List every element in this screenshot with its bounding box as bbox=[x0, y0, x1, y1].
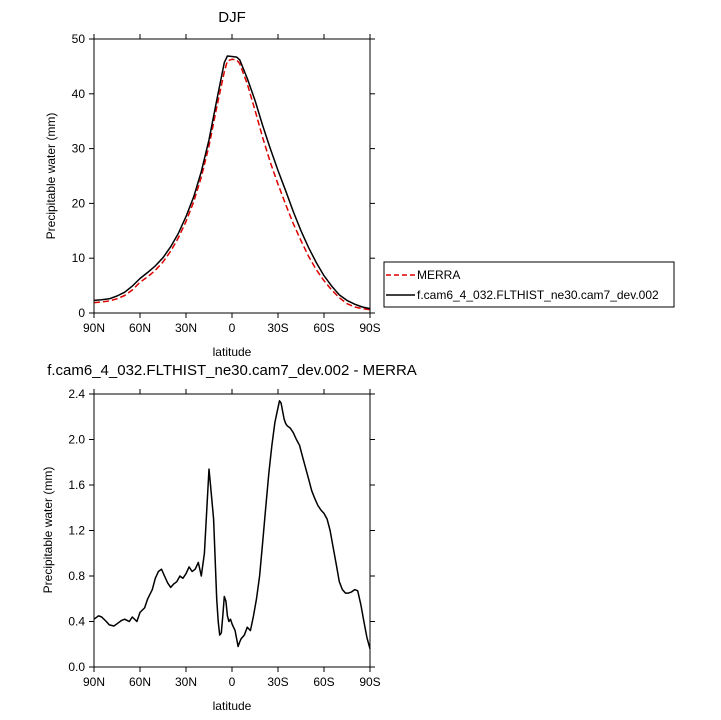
difference-x-axis-title: latitude bbox=[213, 699, 252, 713]
difference-y-tick-label-2: 0.8 bbox=[68, 569, 85, 583]
difference-y-tick-label-3: 1.2 bbox=[68, 524, 85, 538]
difference-x-tick-label-0: 90N bbox=[83, 675, 105, 689]
legend-model-label: f.cam6_4_032.FLTHIST_ne30.cam7_dev.002 bbox=[417, 288, 659, 302]
djf-series-merra-line bbox=[93, 58, 371, 311]
difference-ticks-group: 90N 60N 30N 0 30S 60S 90S 0.0 0.4 0.8 1.2 1.6 2.0 2.4 bbox=[68, 387, 380, 689]
difference-y-tick-label-1: 0.4 bbox=[68, 615, 85, 629]
difference-y-tick-label-6: 2.4 bbox=[68, 387, 85, 401]
djf-x-tick-label-2: 30N bbox=[175, 321, 197, 335]
difference-chart: f.cam6_4_032.FLTHIST_ne30.cam7_dev.002 -… bbox=[41, 362, 417, 713]
difference-y-tick-label-4: 1.6 bbox=[68, 478, 85, 492]
djf-y-tick-label-2: 20 bbox=[72, 196, 86, 210]
djf-y-tick-label-4: 40 bbox=[72, 87, 86, 101]
djf-y-tick-label-1: 10 bbox=[72, 251, 86, 265]
djf-x-tick-label-5: 60S bbox=[313, 321, 334, 335]
difference-x-tick-label-2: 30N bbox=[175, 675, 197, 689]
legend: MERRA f.cam6_4_032.FLTHIST_ne30.cam7_dev… bbox=[383, 261, 675, 308]
difference-x-tick-label-1: 60N bbox=[129, 675, 151, 689]
difference-series-difference-line bbox=[93, 400, 371, 649]
djf-y-tick-label-3: 30 bbox=[72, 142, 86, 156]
djf-chart-title: DJF bbox=[218, 9, 246, 26]
difference-x-tick-label-3: 0 bbox=[229, 675, 236, 689]
difference-x-tick-label-5: 60S bbox=[313, 675, 334, 689]
djf-series-f-cam6-4-032-flthist-ne30-cam7-dev-002-line bbox=[93, 55, 371, 310]
djf-y-tick-label-0: 0 bbox=[78, 306, 85, 320]
legend-merra-label: MERRA bbox=[417, 268, 460, 282]
difference-chart-title: f.cam6_4_032.FLTHIST_ne30.cam7_dev.002 -… bbox=[47, 362, 417, 379]
djf-ticks-group: 90N 60N 30N 0 30S 60S 90S 0 10 20 30 40 50 bbox=[72, 32, 381, 335]
difference-y-axis-title: Precipitable water (mm) bbox=[41, 467, 55, 594]
djf-x-tick-label-1: 60N bbox=[129, 321, 151, 335]
djf-x-tick-label-3: 0 bbox=[229, 321, 236, 335]
djf-x-tick-label-0: 90N bbox=[83, 321, 105, 335]
difference-y-tick-label-0: 0.0 bbox=[68, 660, 85, 674]
djf-y-tick-label-5: 50 bbox=[72, 32, 86, 46]
difference-series-group bbox=[93, 400, 371, 649]
djf-x-axis-title: latitude bbox=[213, 345, 252, 359]
difference-x-tick-label-6: 90S bbox=[359, 675, 380, 689]
djf-x-tick-label-6: 90S bbox=[359, 321, 380, 335]
djf-chart: DJF 90N 60N 30N 0 30S 60S 90S 0 10 20 30 40 50 latit… bbox=[44, 9, 381, 359]
djf-series-group bbox=[93, 55, 371, 311]
difference-y-tick-label-5: 2.0 bbox=[68, 433, 85, 447]
djf-y-axis-title: Precipitable water (mm) bbox=[44, 113, 58, 240]
djf-x-tick-label-4: 30S bbox=[267, 321, 288, 335]
difference-x-tick-label-4: 30S bbox=[267, 675, 288, 689]
djf-plot-frame bbox=[93, 38, 371, 314]
difference-plot-frame bbox=[93, 393, 371, 668]
legend-box bbox=[383, 261, 675, 308]
